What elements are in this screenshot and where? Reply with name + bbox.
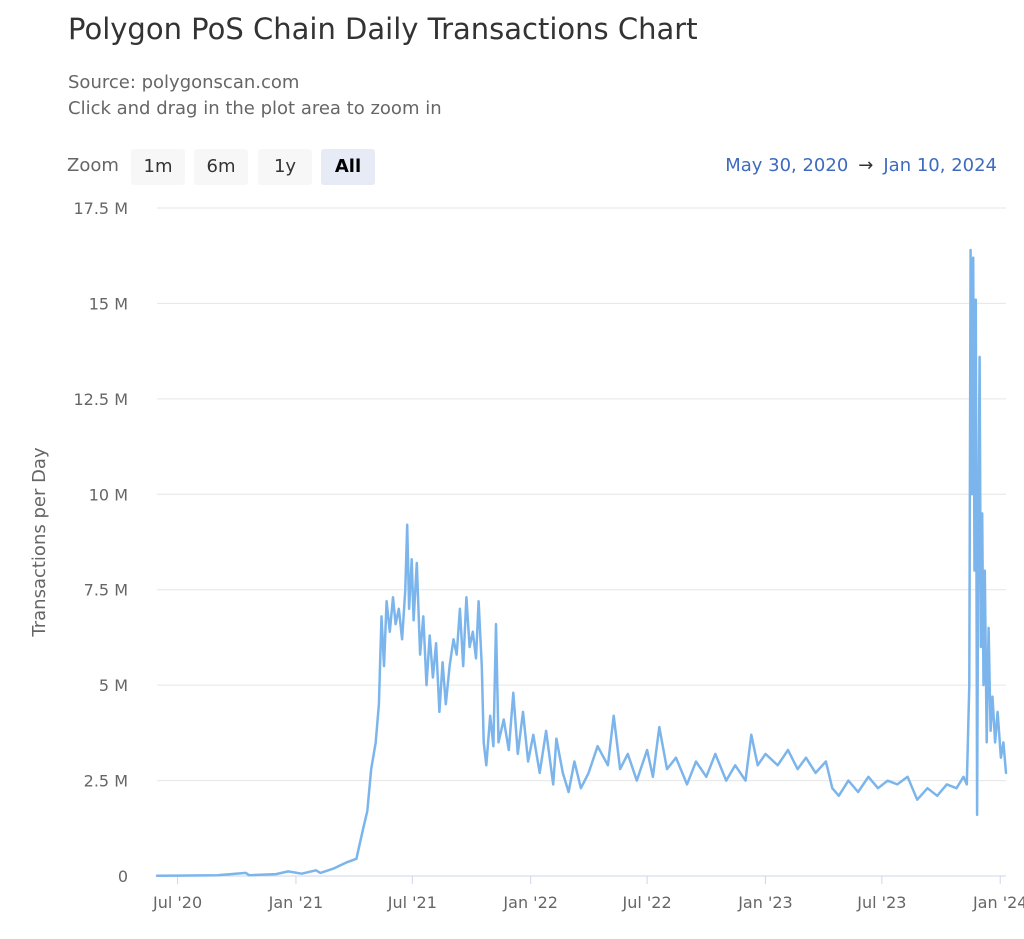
y-tick-label: 12.5 M bbox=[73, 390, 128, 409]
range-arrow-icon: → bbox=[858, 155, 874, 176]
x-tick-label: Jan '24 bbox=[972, 893, 1024, 912]
x-tick-label: Jan '21 bbox=[268, 893, 324, 912]
y-tick-label: 2.5 M bbox=[84, 772, 128, 791]
range-from[interactable]: May 30, 2020 bbox=[725, 155, 849, 176]
zoom-1y-button[interactable]: 1y bbox=[258, 149, 312, 185]
y-tick-label: 0 bbox=[118, 867, 128, 886]
date-range: May 30, 2020 → Jan 10, 2024 bbox=[725, 155, 997, 176]
x-tick-label: Jul '23 bbox=[856, 893, 906, 912]
range-to[interactable]: Jan 10, 2024 bbox=[883, 155, 997, 176]
y-tick-label: 10 M bbox=[89, 485, 128, 504]
chart-subtitle: Source: polygonscan.com Click and drag i… bbox=[68, 70, 442, 122]
y-tick-label: 17.5 M bbox=[73, 199, 128, 218]
series-line bbox=[155, 248, 1008, 878]
x-tick-label: Jul '20 bbox=[152, 893, 202, 912]
subtitle-source: Source: polygonscan.com bbox=[68, 72, 300, 93]
y-tick-label: 7.5 M bbox=[84, 581, 128, 600]
zoom-label: Zoom bbox=[67, 155, 119, 176]
chart-plot[interactable]: 0 2.5 M 5 M 7.5 M 10 M 12.5 M 15 M 17.5 M Jul '2… bbox=[0, 190, 1024, 939]
y-tick-label: 15 M bbox=[89, 294, 128, 313]
subtitle-hint: Click and drag in the plot area to zoom … bbox=[68, 98, 442, 119]
x-tick-label: Jan '23 bbox=[737, 893, 793, 912]
zoom-6m-button[interactable]: 6m bbox=[194, 149, 248, 185]
chart-title: Polygon PoS Chain Daily Transactions Cha… bbox=[68, 12, 698, 46]
x-tick-label: Jul '21 bbox=[387, 893, 437, 912]
y-axis-title: Transactions per Day bbox=[29, 447, 50, 638]
x-tick-label: Jul '22 bbox=[622, 893, 672, 912]
y-tick-label: 5 M bbox=[99, 676, 128, 695]
zoom-all-button[interactable]: All bbox=[321, 149, 375, 185]
zoom-1m-button[interactable]: 1m bbox=[131, 149, 185, 185]
x-tick-label: Jan '22 bbox=[502, 893, 558, 912]
